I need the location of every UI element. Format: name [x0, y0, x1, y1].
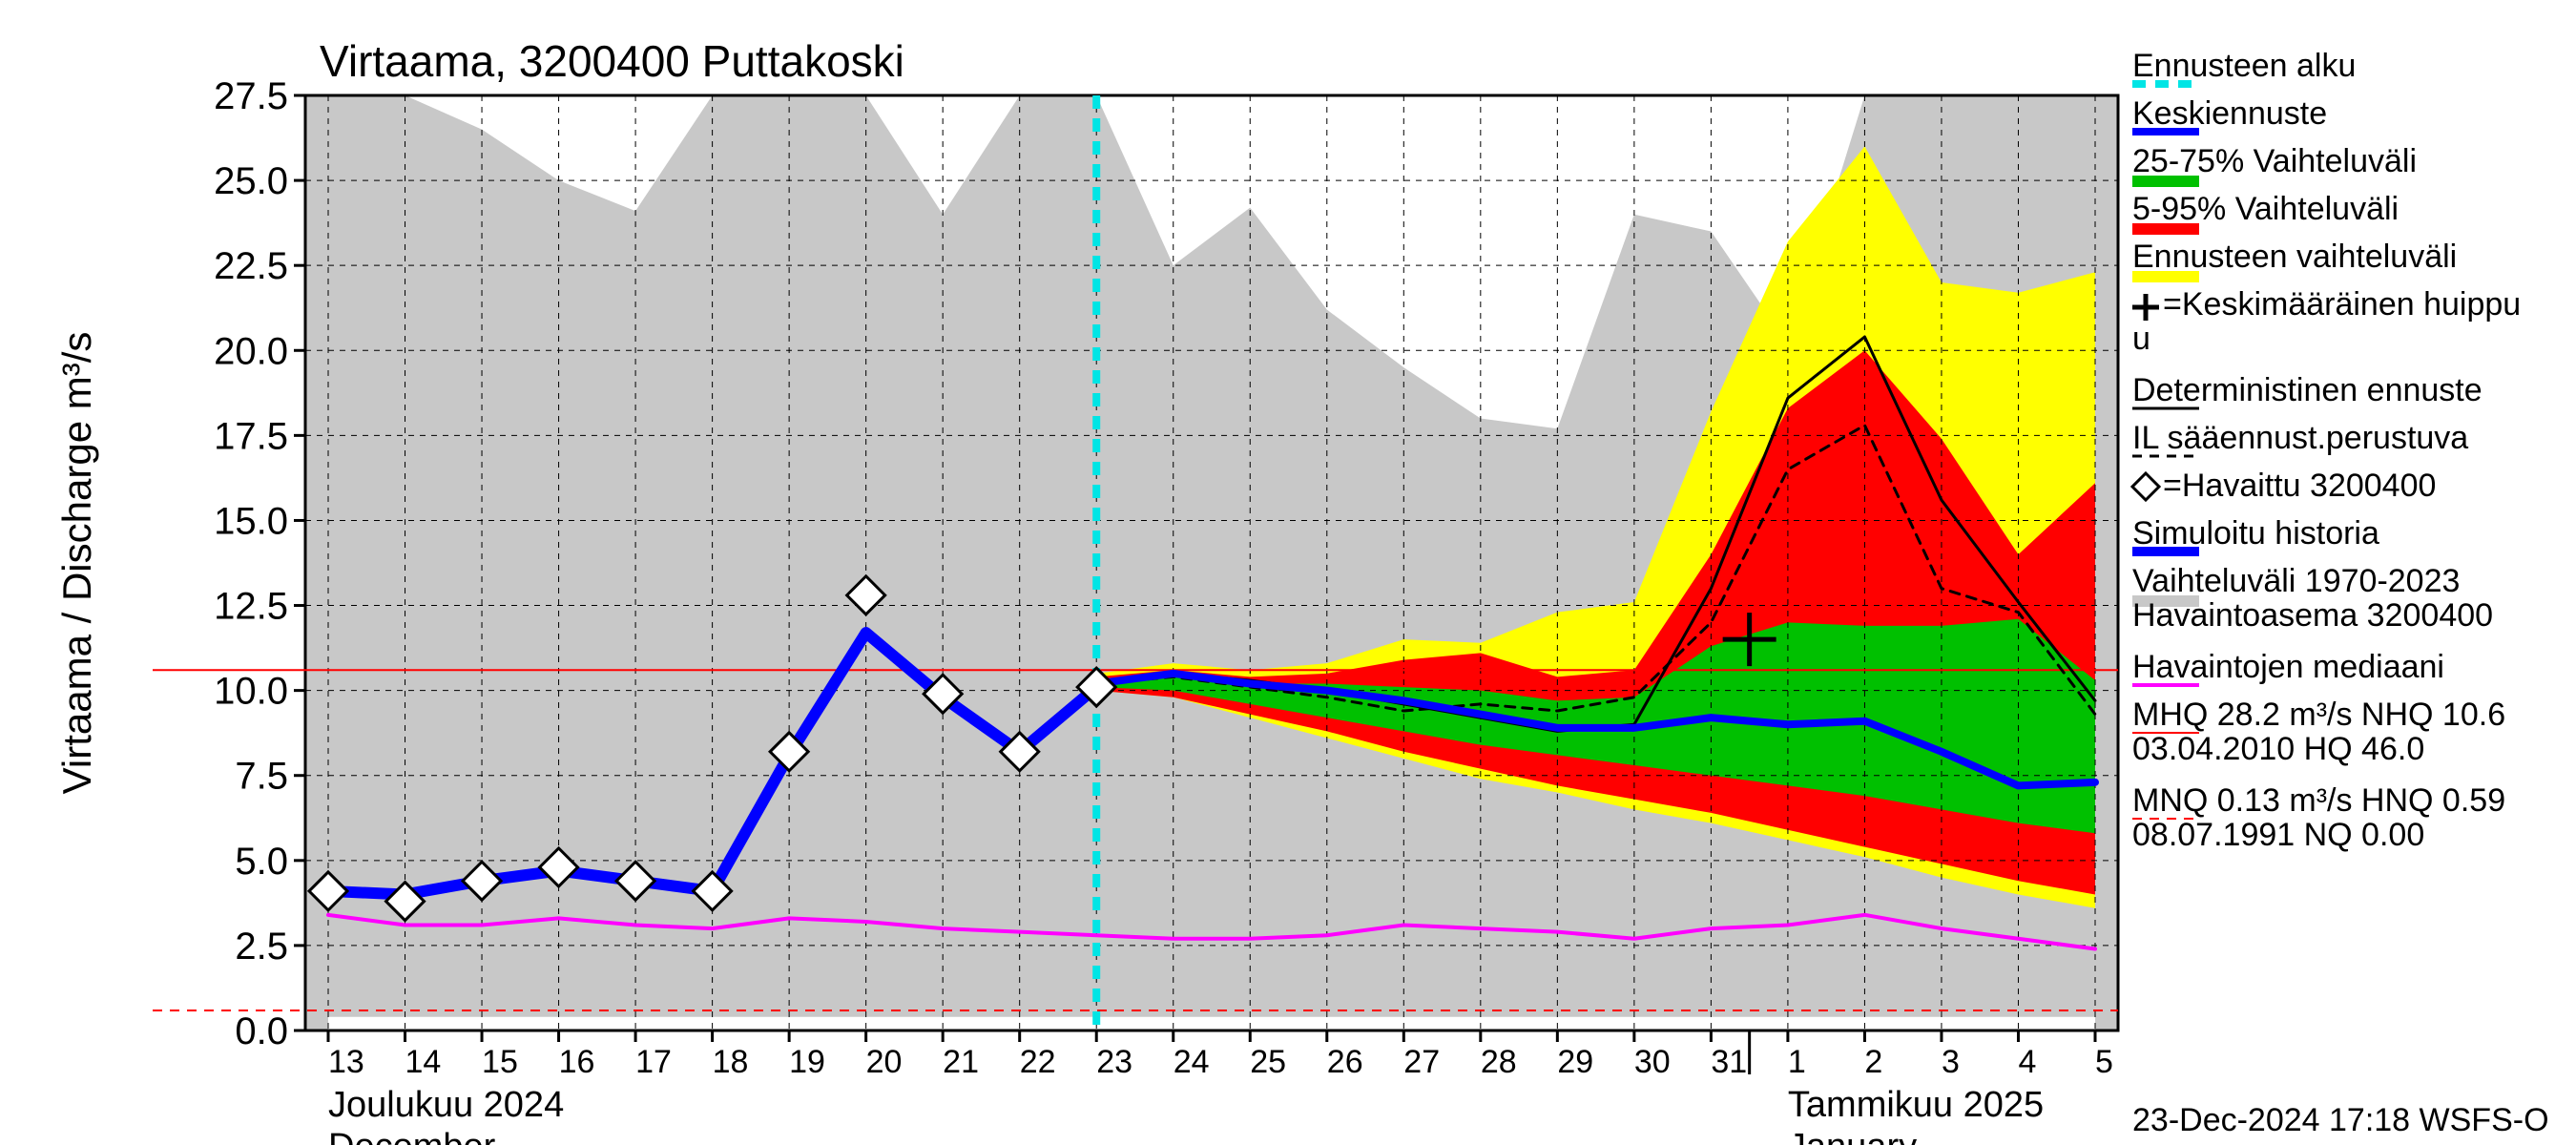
x-tick-label: 1 [1788, 1044, 1806, 1080]
x-tick-label: 17 [635, 1044, 672, 1080]
x-tick-label: 22 [1020, 1044, 1056, 1080]
y-tick-label: 27.5 [214, 75, 288, 117]
legend-sublabel: 03.04.2010 HQ 46.0 [2132, 731, 2424, 767]
x-tick-label: 15 [482, 1044, 518, 1080]
legend-label: Ennusteen alku [2132, 48, 2356, 84]
x-tick-label: 27 [1403, 1044, 1440, 1080]
y-axis-label: Virtaama / Discharge m³/s [54, 332, 99, 795]
legend-label: IL sääennust.perustuva [2132, 420, 2468, 456]
y-tick-label: 20.0 [214, 330, 288, 372]
x-tick-label: 21 [943, 1044, 979, 1080]
x-tick-label: 19 [789, 1044, 825, 1080]
x-tick-label: 28 [1481, 1044, 1517, 1080]
month-label-right-2: January [1788, 1127, 1917, 1145]
legend-label: Simuloitu historia [2132, 515, 2379, 552]
x-tick-label: 30 [1634, 1044, 1671, 1080]
legend-label: Keskiennuste [2132, 95, 2327, 132]
x-tick-label: 4 [2018, 1044, 2036, 1080]
y-tick-label: 22.5 [214, 245, 288, 287]
discharge-forecast-chart: 0.0 2.5 5.0 7.5 10.0 12.5 15.0 17.5 20.0 22.5 25.0… [0, 0, 2576, 1145]
chart-title: Virtaama, 3200400 Puttakoski [320, 36, 904, 86]
x-tick-label: 18 [713, 1044, 749, 1080]
x-tick-label: 2 [1864, 1044, 1882, 1080]
y-tick-label: 12.5 [214, 586, 288, 628]
x-tick-label: 24 [1174, 1044, 1210, 1080]
legend-label: Vaihteluväli 1970-2023 [2132, 563, 2460, 599]
x-tick-label: 3 [1942, 1044, 1960, 1080]
y-tick-label: 2.5 [235, 926, 288, 968]
month-label-left-2: December [328, 1127, 496, 1145]
legend-label: =Keskimääräinen huippu [2163, 286, 2521, 323]
x-tick-label: 31 [1711, 1044, 1747, 1080]
footer-timestamp: 23-Dec-2024 17:18 WSFS-O [2132, 1102, 2549, 1138]
legend-label: =Havaittu 3200400 [2163, 468, 2436, 504]
legend-label: MNQ 0.13 m³/s HNQ 0.59 [2132, 782, 2505, 819]
legend-label: Ennusteen vaihteluväli [2132, 239, 2457, 275]
y-tick-label: 10.0 [214, 671, 288, 713]
chart-stage: 0.0 2.5 5.0 7.5 10.0 12.5 15.0 17.5 20.0 22.5 25.0… [0, 0, 2576, 1145]
x-tick-label: 13 [328, 1044, 364, 1080]
x-tick-label: 16 [559, 1044, 595, 1080]
x-tick-label: 23 [1096, 1044, 1132, 1080]
x-tick-label: 29 [1557, 1044, 1593, 1080]
legend-label: Havaintojen mediaani [2132, 649, 2444, 685]
y-tick-label: 7.5 [235, 756, 288, 798]
y-tick-label: 0.0 [235, 1010, 288, 1052]
legend-label: Deterministinen ennuste [2132, 372, 2483, 408]
legend-sublabel: Havaintoasema 3200400 [2132, 597, 2493, 634]
x-tick-label: 20 [866, 1044, 903, 1080]
x-tick-label: 14 [405, 1044, 442, 1080]
month-label-left: Joulukuu 2024 [328, 1085, 564, 1125]
y-tick-label: 25.0 [214, 160, 288, 202]
x-tick-label: 26 [1327, 1044, 1363, 1080]
legend-label: 5-95% Vaihteluväli [2132, 191, 2399, 227]
x-tick-label: 5 [2095, 1044, 2113, 1080]
legend-label: 25-75% Vaihteluväli [2132, 143, 2417, 179]
x-tick-label: 25 [1250, 1044, 1286, 1080]
y-tick-label: 15.0 [214, 500, 288, 542]
legend-label: MHQ 28.2 m³/s NHQ 10.6 [2132, 697, 2505, 733]
legend-sublabel: 08.07.1991 NQ 0.00 [2132, 817, 2424, 853]
y-tick-label: 17.5 [214, 415, 288, 457]
legend-label-wrap: u [2132, 321, 2150, 357]
month-label-right: Tammikuu 2025 [1788, 1085, 2044, 1125]
y-tick-label: 5.0 [235, 841, 288, 883]
